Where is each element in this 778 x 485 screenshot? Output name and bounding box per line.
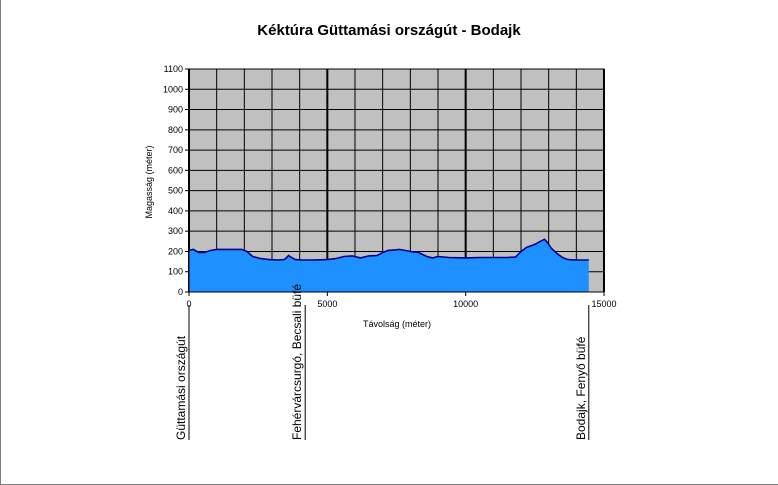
elevation-line — [188, 238, 589, 261]
y-tick-label: 600 — [168, 165, 183, 175]
y-tick-label: 900 — [168, 105, 183, 115]
y-tick-label: 700 — [168, 145, 183, 155]
y-tick-label: 200 — [168, 246, 183, 256]
y-tick-label: 100 — [168, 267, 183, 277]
annotation-label: Bodajk, Fenyő büfé — [574, 336, 588, 440]
y-tick-label: 300 — [168, 226, 183, 236]
annotation-label: Güttamási országút — [174, 335, 188, 440]
route-annotations: Güttamási országút Fehérvárcsurgó, Becsal… — [174, 284, 590, 440]
x-tick-label: 10000 — [453, 299, 478, 309]
plot-border — [188, 68, 605, 293]
y-tick-label: 1000 — [163, 84, 183, 94]
annotation-label: Fehérvárcsurgó, Becsali büfé — [290, 284, 304, 440]
y-tick-label: 800 — [168, 125, 183, 135]
x-tick-label: 15000 — [591, 299, 616, 309]
window-frame-left — [0, 0, 1, 485]
x-tick-label: 0 — [186, 299, 191, 309]
y-tick-label: 400 — [168, 206, 183, 216]
plot-area — [188, 68, 605, 293]
y-axis-label: Magasság (méter) — [144, 145, 154, 218]
y-tick-label: 500 — [168, 186, 183, 196]
x-tick-label: 5000 — [317, 299, 337, 309]
x-axis-ticks: 0 5000 10000 15000 — [186, 292, 617, 309]
chart-title: Kéktúra Güttamási országút - Bodajk — [257, 22, 521, 39]
x-axis-label: Távolság (méter) — [363, 319, 431, 329]
y-tick-label: 0 — [178, 287, 183, 297]
elevation-area — [189, 239, 589, 292]
y-axis-ticks: 0 100 200 300 400 500 600 700 800 900 1000 1100 — [163, 64, 189, 297]
y-tick-label: 1100 — [164, 64, 183, 74]
